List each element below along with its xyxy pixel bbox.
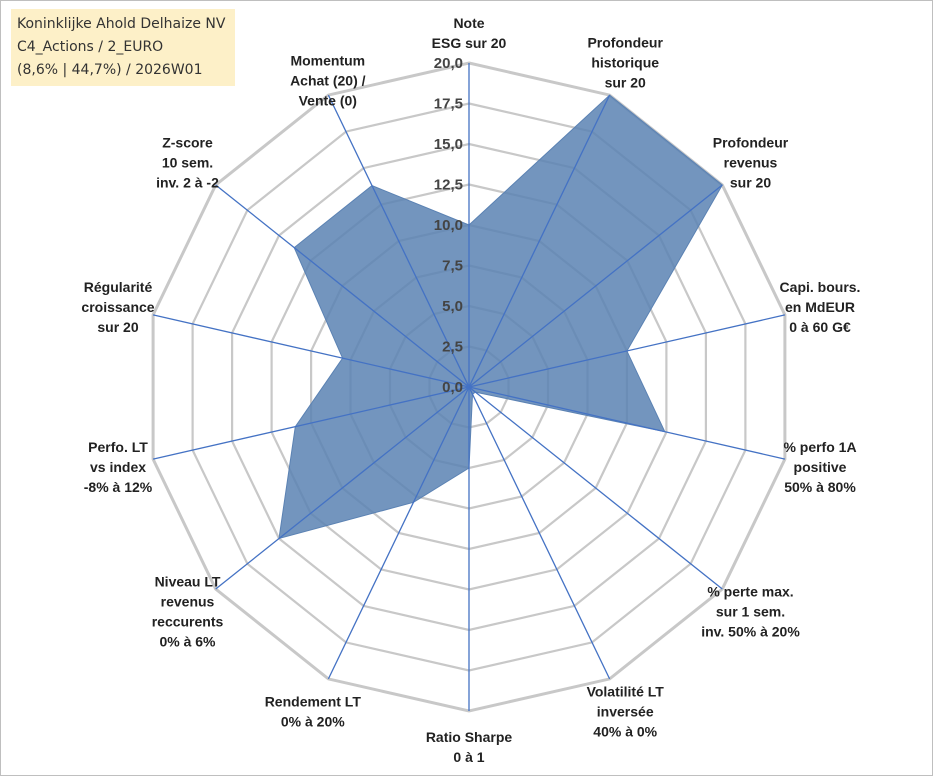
axis-spoke (327, 94, 470, 388)
axis-label: Note ESG sur 20 (432, 15, 507, 51)
tick-label: 2,5 (442, 339, 463, 356)
axis-spoke (152, 314, 470, 388)
tick-label: 10,0 (434, 217, 463, 234)
axis-layer (152, 63, 786, 711)
axis-label: Niveau LT revenus reccurents 0% à 6% (152, 574, 224, 650)
axis-label: Profondeur revenus sur 20 (713, 135, 789, 191)
tick-label: 12,5 (434, 177, 463, 194)
axis-label: % perte max. sur 1 sem. inv. 50% à 20% (701, 584, 800, 640)
axis-spoke (468, 386, 611, 680)
tick-label: 17,5 (434, 96, 463, 113)
tick-label: 20,0 (434, 55, 463, 72)
data-area (278, 94, 723, 540)
tick-label: 5,0 (442, 298, 463, 315)
axis-spoke (215, 184, 470, 388)
axis-label: Volatilité LT inversée 40% à 0% (587, 683, 665, 739)
area-layer (278, 94, 723, 540)
axis-label: % perfo 1A positive 50% à 80% (783, 439, 856, 495)
axis-spoke (468, 184, 723, 388)
axis-label: Rendement LT 0% à 20% (265, 693, 362, 729)
tick-label: 15,0 (434, 136, 463, 153)
axis-spoke (468, 386, 723, 590)
axis-label: Z-score 10 sem. inv. 2 à -2 (156, 135, 219, 191)
info-box: Koninklijke Ahold Delhaize NV C4_Actions… (11, 9, 235, 86)
stats-line: (8,6% | 44,7%) / 2026W01 (17, 62, 203, 78)
axis-label: Capi. bours. en MdEUR 0 à 60 G€ (780, 279, 861, 335)
axis-spoke (215, 386, 470, 590)
axis-label: Ratio Sharpe 0 à 1 (426, 729, 513, 765)
company-name: Koninklijke Ahold Delhaize NV (17, 16, 226, 32)
category-line: C4_Actions / 2_EURO (17, 39, 164, 55)
axis-label: Momentum Achat (20) / Vente (0) (290, 53, 366, 109)
axis-spoke (327, 386, 470, 680)
tick-label: 7,5 (442, 258, 463, 275)
axis-spoke (152, 386, 470, 460)
axis-label: Régularité croissance sur 20 (81, 279, 154, 335)
tick-label: 0,0 (442, 379, 463, 396)
axis-spoke (468, 386, 786, 460)
axis-label: Profondeur historique sur 20 (587, 35, 663, 91)
axis-spoke (468, 314, 786, 388)
tick-labels: 0,0 2,5 5,0 7,5 10,0 12,5 15,0 17,5 20,0 (434, 55, 463, 396)
axis-label: Perfo. LT vs index -8% à 12% (84, 439, 153, 495)
axis-labels: Note ESG sur 20 Profondeur historique sur 20… (81, 15, 860, 765)
axis-spoke (468, 94, 611, 388)
